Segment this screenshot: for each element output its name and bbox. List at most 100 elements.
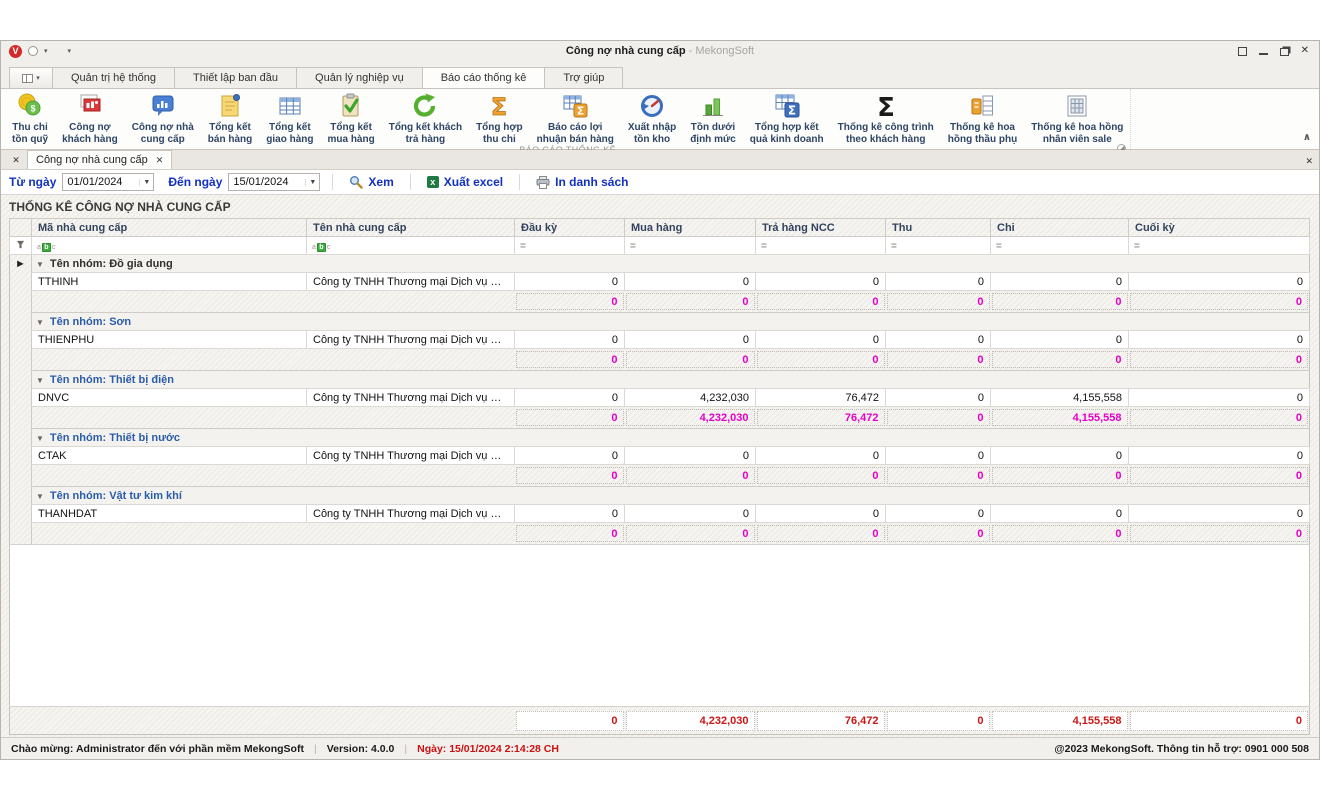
ribbon-item-cong-no-nha-cung-cap[interactable]: Công nợ nhà cung cấp xyxy=(125,89,201,145)
ribbon-tab-tro-giup[interactable]: Trợ giúp xyxy=(545,67,623,89)
cell-mua-hang[interactable]: 4,232,030 xyxy=(625,389,756,407)
to-date-picker[interactable]: ▼ xyxy=(228,173,320,191)
ribbon-item-xuat-nhap-ton-kho[interactable]: Xuất nhập tồn kho xyxy=(621,89,683,145)
ribbon-item-ton-duoi-dinh-muc[interactable]: Tồn dưới định mức xyxy=(683,89,743,145)
close-tab-icon[interactable]: ✕ xyxy=(156,155,164,166)
print-list-button[interactable]: In danh sách xyxy=(532,173,632,191)
cell-tra-hang-ncc[interactable]: 0 xyxy=(756,447,886,465)
cell-cuoi-ky[interactable]: 0 xyxy=(1129,447,1310,465)
supplier-row[interactable]: TTHINH Công ty TNHH Thương mại Dịch vụ Đ… xyxy=(10,273,1310,291)
cell-thu[interactable]: 0 xyxy=(886,447,991,465)
filter-cell-cuoi-ky[interactable]: = xyxy=(1129,237,1310,255)
ribbon-item-bao-cao-loi-nhuan-ban-hang[interactable]: Σ Báo cáo lợi nhuận bán hàng xyxy=(530,89,621,145)
collapse-group-icon[interactable]: ▼ xyxy=(36,492,44,501)
cell-dau-ky[interactable]: 0 xyxy=(515,389,625,407)
ribbon-tab-thiet-lap-ban-dau[interactable]: Thiết lập ban đầu xyxy=(175,67,297,89)
cell-thu[interactable]: 0 xyxy=(886,505,991,523)
cell-supplier-code[interactable]: THANHDAT xyxy=(32,505,307,523)
collapse-ribbon-icon[interactable]: ∧ xyxy=(1303,132,1311,143)
cell-dau-ky[interactable]: 0 xyxy=(515,331,625,349)
cell-tra-hang-ncc[interactable]: 0 xyxy=(756,331,886,349)
cell-supplier-code[interactable]: CTAK xyxy=(32,447,307,465)
cell-dau-ky[interactable]: 0 xyxy=(515,447,625,465)
group-row[interactable]: ► ▼Tên nhóm: Đồ gia dụng xyxy=(10,255,1310,273)
filter-cell-mua-hang[interactable]: = xyxy=(625,237,756,255)
cell-chi[interactable]: 0 xyxy=(991,505,1129,523)
cell-cuoi-ky[interactable]: 0 xyxy=(1129,273,1310,291)
supplier-row[interactable]: THIENPHU Công ty TNHH Thương mại Dịch vụ… xyxy=(10,331,1310,349)
cell-thu[interactable]: 0 xyxy=(886,389,991,407)
group-row[interactable]: ▼Tên nhóm: Thiết bị nước xyxy=(10,429,1310,447)
minimize-icon[interactable] xyxy=(1259,47,1268,55)
ribbon-item-cong-no-khach-hang[interactable]: Công nợ khách hàng xyxy=(55,89,125,145)
document-tab-cong-no-nha-cung-cap[interactable]: Công nợ nhà cung cấp ✕ xyxy=(27,150,172,169)
cell-supplier-name[interactable]: Công ty TNHH Thương mại Dịch vụ Điện nướ… xyxy=(307,273,515,291)
group-row[interactable]: ▼Tên nhóm: Vật tư kim khí xyxy=(10,487,1310,505)
cell-thu[interactable]: 0 xyxy=(886,331,991,349)
cell-supplier-code[interactable]: THIENPHU xyxy=(32,331,307,349)
cell-cuoi-ky[interactable]: 0 xyxy=(1129,389,1310,407)
column-header-tra-hang-ncc[interactable]: Trả hàng NCC xyxy=(756,219,886,237)
ribbon-app-button[interactable]: ▾ xyxy=(9,67,53,89)
cell-supplier-name[interactable]: Công ty TNHH Thương mại Dịch vụ Điện nướ… xyxy=(307,331,515,349)
cell-chi[interactable]: 0 xyxy=(991,273,1129,291)
cell-supplier-code[interactable]: DNVC xyxy=(32,389,307,407)
column-header-mua-hang[interactable]: Mua hàng xyxy=(625,219,756,237)
collapse-group-icon[interactable]: ▼ xyxy=(36,376,44,385)
export-excel-button[interactable]: x Xuất excel xyxy=(423,173,507,191)
supplier-row[interactable]: THANHDAT Công ty TNHH Thương mại Dịch vụ… xyxy=(10,505,1310,523)
supplier-row[interactable]: CTAK Công ty TNHH Thương mại Dịch vụ Điệ… xyxy=(10,447,1310,465)
filter-cell-ma-ncc[interactable]: abc xyxy=(32,237,307,255)
ribbon-item-thong-ke-cong-trinh-theo-khach-hang[interactable]: Σ Thống kê công trình theo khách hàng xyxy=(831,89,941,145)
column-header-ten-ncc[interactable]: Tên nhà cung cấp xyxy=(307,219,515,237)
filter-cell-dau-ky[interactable]: = xyxy=(515,237,625,255)
cell-chi[interactable]: 4,155,558 xyxy=(991,389,1129,407)
ribbon-item-thong-ke-hoa-hong-thau-phu[interactable]: Thống kê hoa hồng thầu phụ xyxy=(941,89,1024,145)
cell-dau-ky[interactable]: 0 xyxy=(515,273,625,291)
cell-supplier-code[interactable]: TTHINH xyxy=(32,273,307,291)
chevron-down-icon[interactable]: ▾ xyxy=(44,48,48,55)
cell-tra-hang-ncc[interactable]: 0 xyxy=(756,273,886,291)
fullscreen-icon[interactable] xyxy=(1238,47,1247,56)
restore-icon[interactable] xyxy=(1280,48,1289,56)
ribbon-item-tong-hop-ket-qua-kinh-doanh[interactable]: Σ Tổng hợp kết quả kinh doanh xyxy=(743,89,831,145)
cell-chi[interactable]: 0 xyxy=(991,447,1129,465)
ribbon-item-tong-hop-thu-chi[interactable]: Σ Tổng hợp thu chi xyxy=(469,89,530,145)
ribbon-tab-bao-cao-thong-ke[interactable]: Báo cáo thống kê xyxy=(423,67,546,89)
close-icon[interactable]: ✕ xyxy=(1301,46,1309,56)
ribbon-item-tong-ket-ban-hang[interactable]: Tổng kết bán hàng xyxy=(201,89,259,145)
quick-access-dropdown-icon[interactable]: ▾ xyxy=(68,48,72,55)
cell-chi[interactable]: 0 xyxy=(991,331,1129,349)
supplier-row[interactable]: DNVC Công ty TNHH Thương mại Dịch vụ Điệ… xyxy=(10,389,1310,407)
filter-cell-chi[interactable]: = xyxy=(991,237,1129,255)
group-row[interactable]: ▼Tên nhóm: Thiết bị điện xyxy=(10,371,1310,389)
close-document-icon[interactable]: ✕ xyxy=(1305,156,1313,167)
filter-cell-thu[interactable]: = xyxy=(886,237,991,255)
ribbon-item-thu-chi-ton-quy[interactable]: $ Thu chi tồn quỹ xyxy=(5,89,55,145)
collapse-group-icon[interactable]: ▼ xyxy=(36,318,44,327)
ribbon-item-tong-ket-khach-tra-hang[interactable]: Tổng kết khách trả hàng xyxy=(382,89,469,145)
ribbon-tab-quan-tri-he-thong[interactable]: Quản trị hệ thống xyxy=(53,67,175,89)
cell-supplier-name[interactable]: Công ty TNHH Thương mại Dịch vụ Điện nướ… xyxy=(307,505,515,523)
cell-cuoi-ky[interactable]: 0 xyxy=(1129,331,1310,349)
cell-mua-hang[interactable]: 0 xyxy=(625,331,756,349)
cell-cuoi-ky[interactable]: 0 xyxy=(1129,505,1310,523)
from-date-input[interactable] xyxy=(63,176,133,188)
column-header-dau-ky[interactable]: Đầu kỳ xyxy=(515,219,625,237)
cell-thu[interactable]: 0 xyxy=(886,273,991,291)
from-date-picker[interactable]: ▼ xyxy=(62,173,154,191)
cell-mua-hang[interactable]: 0 xyxy=(625,447,756,465)
cell-supplier-name[interactable]: Công ty TNHH Thương mại Dịch vụ Điện nướ… xyxy=(307,447,515,465)
cell-mua-hang[interactable]: 0 xyxy=(625,273,756,291)
column-header-thu[interactable]: Thu xyxy=(886,219,991,237)
column-header-chi[interactable]: Chi xyxy=(991,219,1129,237)
cell-dau-ky[interactable]: 0 xyxy=(515,505,625,523)
cell-tra-hang-ncc[interactable]: 0 xyxy=(756,505,886,523)
filter-cell-tra-hang-ncc[interactable]: = xyxy=(756,237,886,255)
collapse-group-icon[interactable]: ▼ xyxy=(36,260,44,269)
filter-cell-ten-ncc[interactable]: abc xyxy=(307,237,515,255)
ribbon-tab-quan-ly-nghiep-vu[interactable]: Quản lý nghiệp vụ xyxy=(297,67,423,89)
column-header-cuoi-ky[interactable]: Cuối kỳ xyxy=(1129,219,1310,237)
chevron-down-icon[interactable]: ▼ xyxy=(139,179,153,186)
column-header-ma-ncc[interactable]: Mã nhà cung cấp xyxy=(32,219,307,237)
